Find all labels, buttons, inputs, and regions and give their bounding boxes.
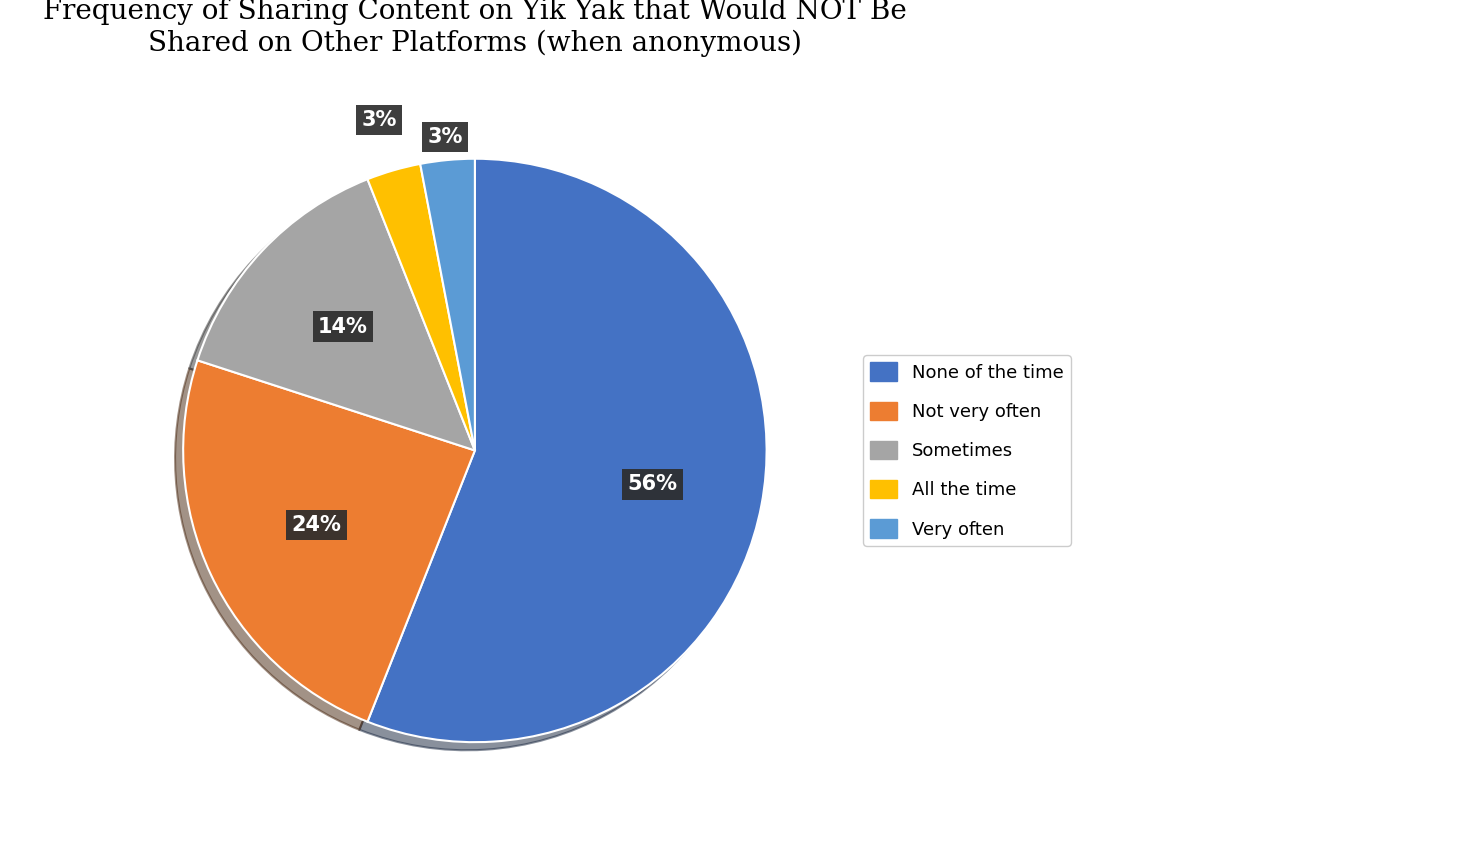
Text: 56%: 56%	[628, 474, 678, 494]
Title: Frequency of Sharing Content on Yik Yak that Would NOT Be
Shared on Other Platfo: Frequency of Sharing Content on Yik Yak …	[43, 0, 907, 57]
Wedge shape	[183, 360, 475, 722]
Wedge shape	[420, 159, 475, 450]
Legend: None of the time, Not very often, Sometimes, All the time, Very often: None of the time, Not very often, Someti…	[864, 355, 1071, 546]
Wedge shape	[197, 179, 475, 450]
Text: 3%: 3%	[427, 127, 463, 147]
Text: 3%: 3%	[361, 110, 396, 130]
Text: 14%: 14%	[318, 317, 368, 336]
Wedge shape	[368, 159, 767, 742]
Text: 24%: 24%	[291, 515, 341, 535]
Wedge shape	[368, 164, 475, 450]
